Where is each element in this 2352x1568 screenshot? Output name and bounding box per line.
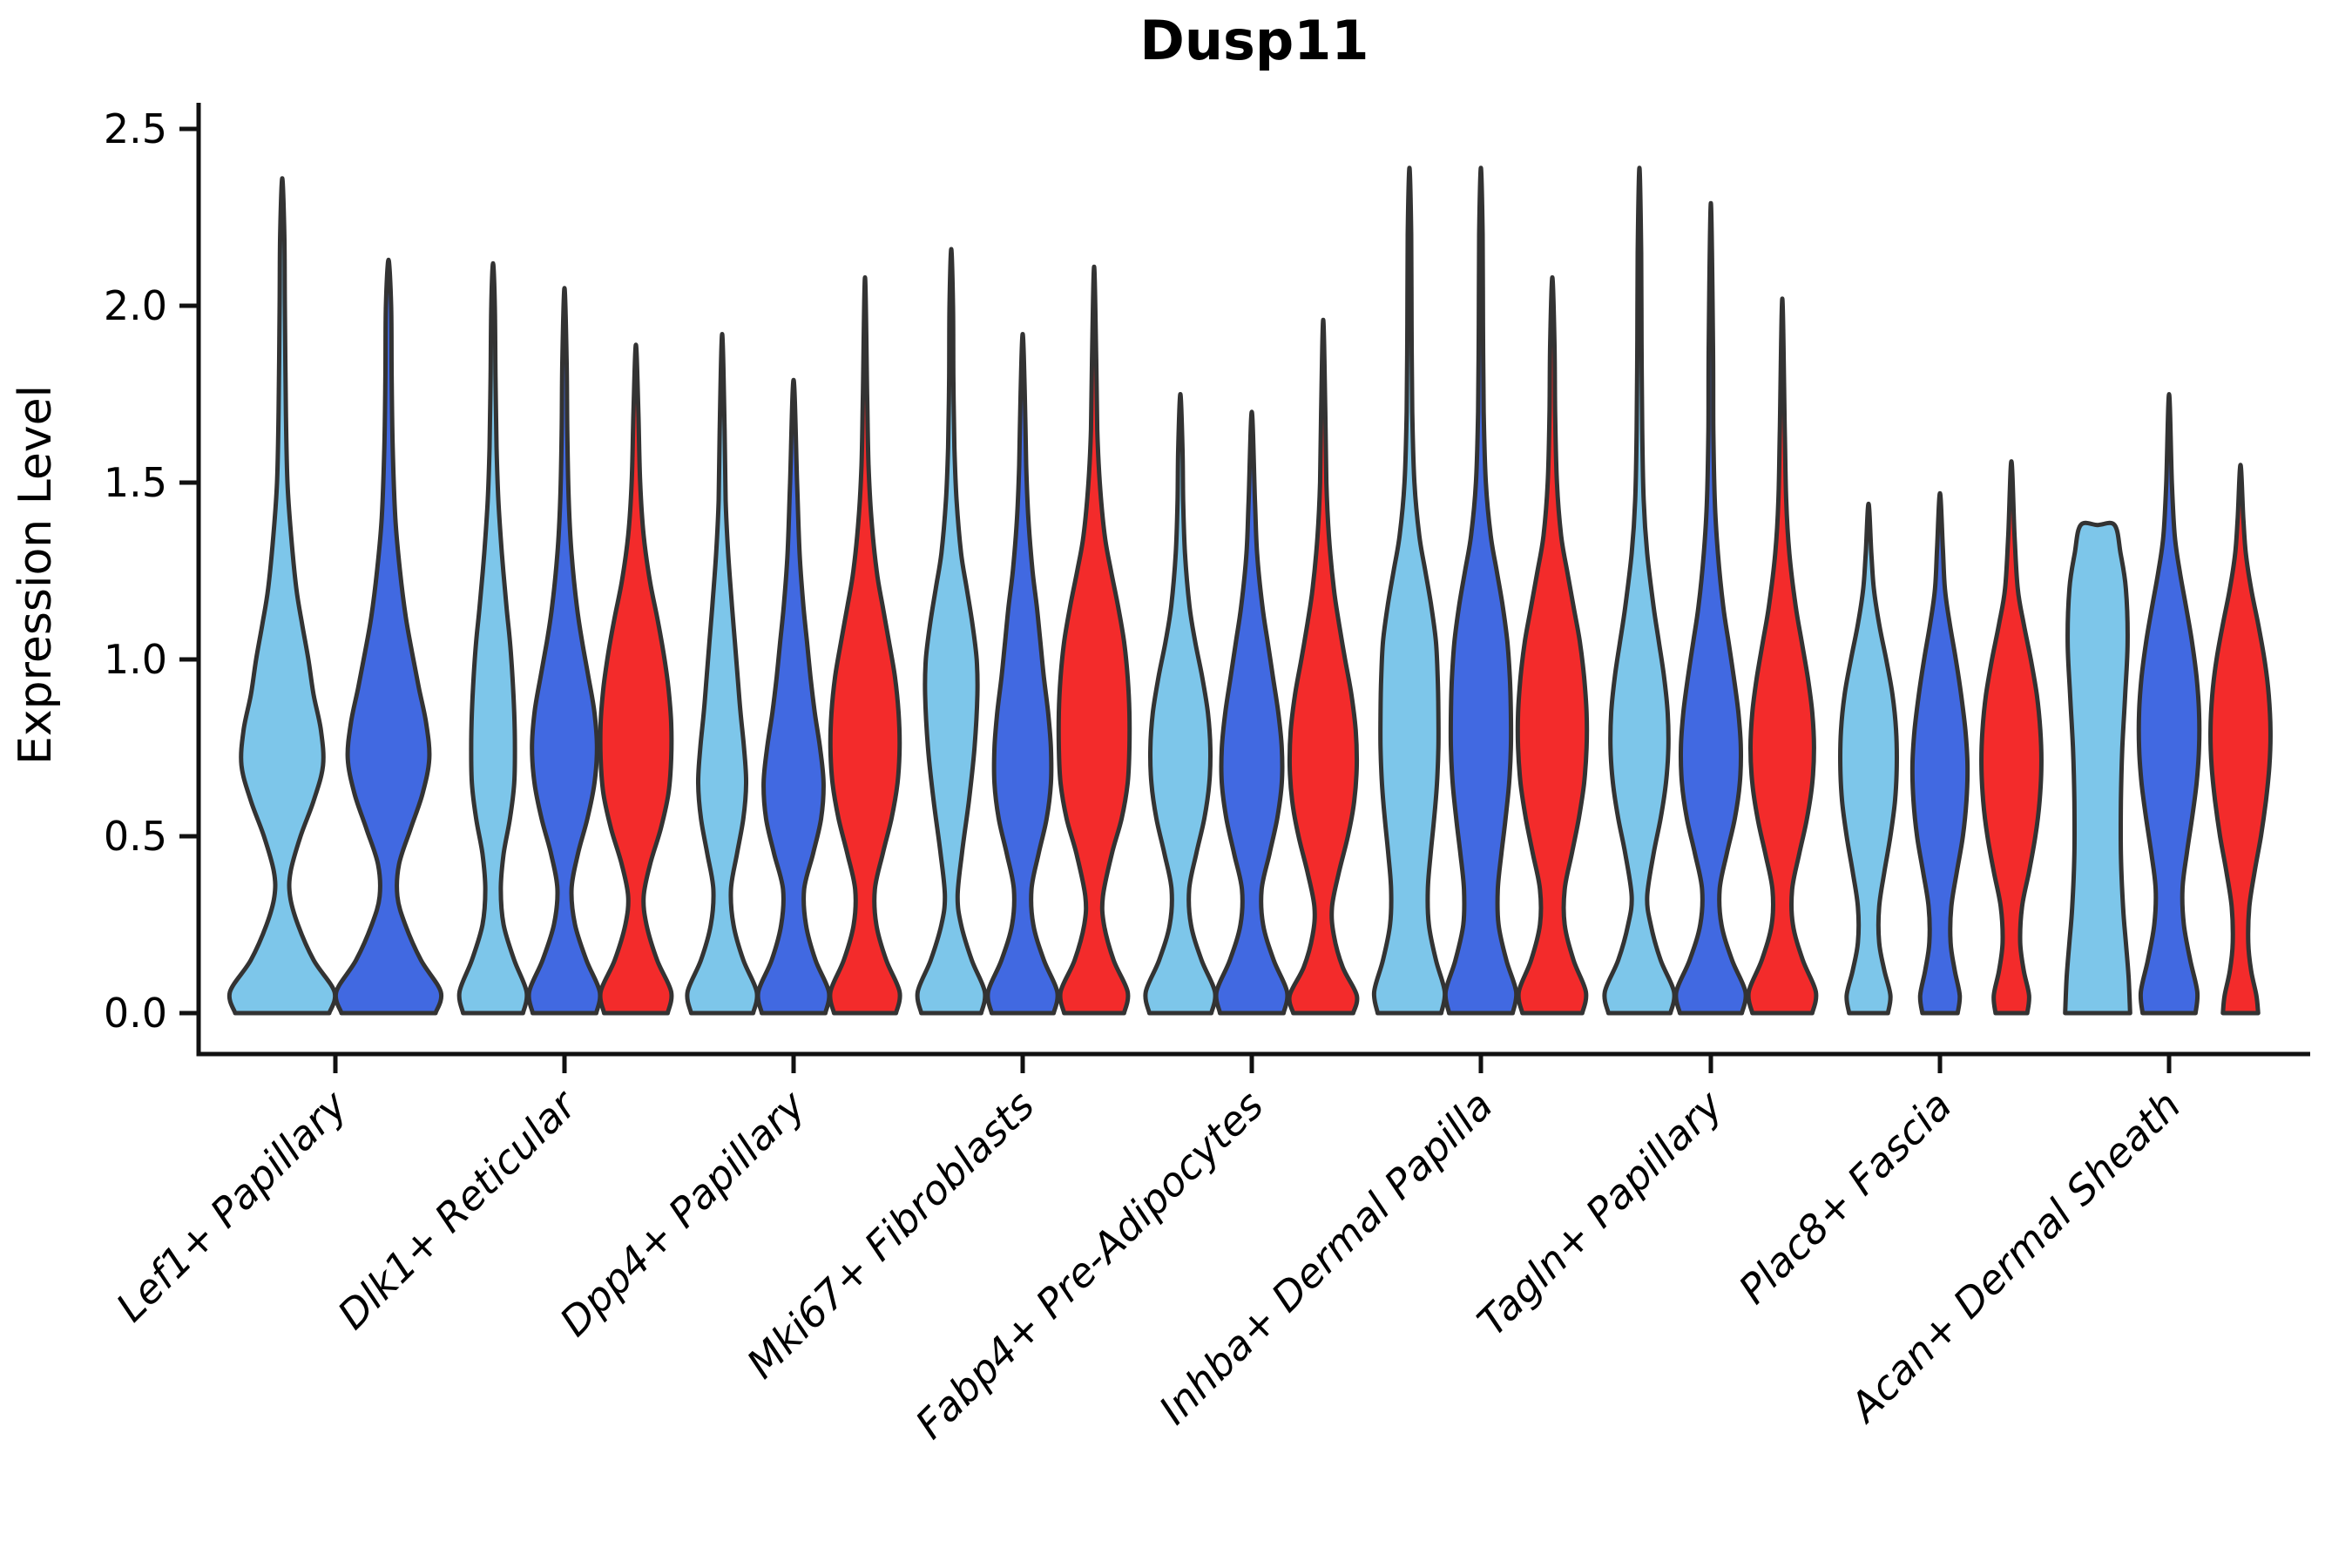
x-tick-label: Plac8+ Fascia	[1729, 1082, 1960, 1313]
violin-red-3	[1056, 264, 1132, 1016]
y-tick-label: 2.5	[104, 105, 167, 152]
violin-light_blue-3	[915, 247, 988, 1016]
x-tick-label: Lef1+ Papillary	[107, 1081, 356, 1330]
violin-royal_blue-1	[526, 286, 603, 1016]
violin-royal_blue-7	[1909, 490, 1970, 1016]
violin-light_blue-4	[1143, 392, 1218, 1016]
x-tick-label: Dpp4+ Papillary	[551, 1081, 814, 1345]
violin-red-2	[828, 275, 902, 1016]
violin-royal_blue-2	[755, 377, 832, 1016]
violin-royal_blue-6	[1673, 200, 1748, 1016]
violin-light_blue-5	[1371, 166, 1448, 1016]
violin-royal_blue-5	[1443, 166, 1519, 1016]
violin-royal_blue-0	[333, 257, 444, 1016]
violin-light_blue-6	[1602, 166, 1677, 1016]
violin-red-1	[598, 342, 674, 1016]
violin-red-6	[1746, 296, 1819, 1016]
violin-light_blue-7	[1838, 501, 1899, 1016]
violin-light_blue-1	[456, 260, 530, 1016]
violin-red-5	[1515, 275, 1590, 1016]
y-tick-label: 1.5	[104, 459, 167, 506]
x-tick-label: Tagln+ Papillary	[1468, 1081, 1732, 1345]
violin-royal_blue-3	[985, 332, 1060, 1016]
y-tick-label: 0.0	[104, 990, 167, 1037]
y-tick-label: 2.0	[104, 282, 167, 329]
violin-light_blue-2	[685, 332, 760, 1016]
violin-royal_blue-4	[1213, 409, 1290, 1016]
violin-red-7	[1979, 459, 2044, 1016]
violin-light_blue-0	[226, 176, 338, 1016]
y-tick-label: 0.5	[104, 813, 167, 860]
y-axis-label: Expression Level	[10, 385, 62, 765]
violin-red-4	[1287, 317, 1360, 1016]
x-tick-label: Dlk1+ Reticular	[328, 1079, 587, 1338]
violin-red-8	[2208, 463, 2273, 1016]
chart-title: Dusp11	[1139, 9, 1369, 72]
y-tick-label: 1.0	[104, 636, 167, 683]
violin-light_blue-8	[2063, 520, 2132, 1016]
violin-royal_blue-8	[2136, 392, 2202, 1016]
